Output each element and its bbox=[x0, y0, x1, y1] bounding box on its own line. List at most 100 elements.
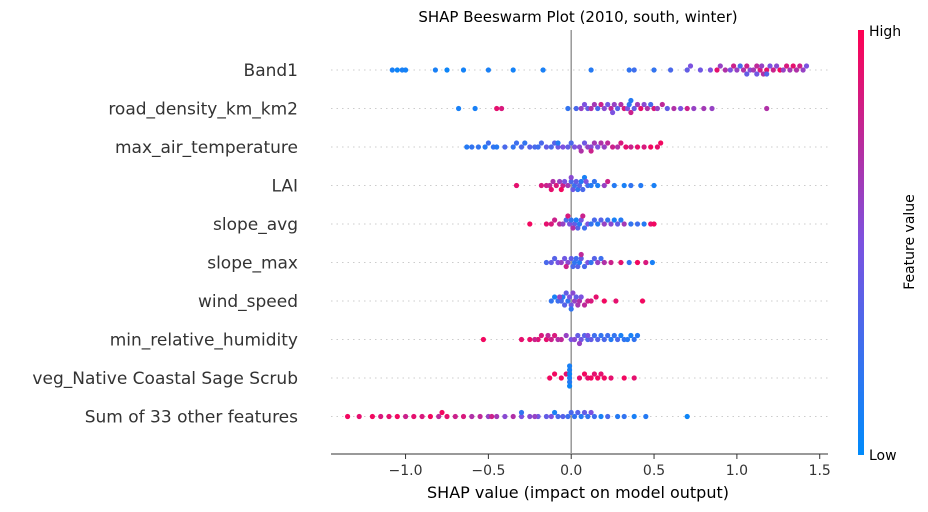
shap-point bbox=[634, 332, 641, 339]
shap-point bbox=[631, 67, 637, 73]
shap-point bbox=[578, 336, 584, 343]
shap-point bbox=[518, 413, 525, 420]
shap-point bbox=[601, 105, 607, 112]
shap-point bbox=[477, 413, 483, 420]
shap-point bbox=[734, 67, 740, 73]
shap-point bbox=[562, 302, 568, 308]
shap-point bbox=[591, 413, 598, 420]
shap-point bbox=[601, 259, 607, 266]
shap-point bbox=[598, 371, 604, 377]
shap-point bbox=[615, 144, 621, 150]
shap-point bbox=[648, 101, 654, 108]
shap-point bbox=[571, 182, 578, 189]
feature-label: slope_avg bbox=[213, 215, 298, 235]
shap-point bbox=[565, 144, 571, 150]
shap-point bbox=[691, 105, 697, 112]
shap-point bbox=[615, 413, 621, 420]
shap-point bbox=[545, 332, 551, 339]
shap-point bbox=[764, 71, 770, 77]
shap-point bbox=[560, 221, 566, 227]
shap-point bbox=[588, 336, 594, 343]
shap-point bbox=[598, 217, 604, 223]
shap-point bbox=[588, 144, 594, 150]
shap-point bbox=[638, 182, 644, 189]
shap-point bbox=[581, 174, 588, 181]
shap-point bbox=[543, 259, 550, 266]
shap-point bbox=[621, 182, 627, 189]
shap-point bbox=[345, 413, 351, 420]
shap-point bbox=[803, 63, 810, 69]
shap-point bbox=[605, 178, 611, 185]
shap-point bbox=[576, 298, 583, 304]
shap-point bbox=[595, 375, 601, 381]
shap-point bbox=[610, 144, 616, 150]
shap-point bbox=[573, 178, 579, 185]
shap-point bbox=[588, 259, 594, 266]
shap-point bbox=[740, 67, 747, 73]
shap-point bbox=[754, 71, 760, 77]
shap-point bbox=[631, 336, 637, 343]
shap-point bbox=[575, 263, 581, 270]
shap-point bbox=[621, 221, 627, 227]
shap-point bbox=[436, 413, 442, 420]
shap-point bbox=[588, 182, 594, 189]
shap-point bbox=[575, 186, 581, 193]
shap-point bbox=[717, 63, 723, 69]
shap-point bbox=[605, 140, 611, 146]
shap-point bbox=[613, 298, 619, 304]
shap-point bbox=[557, 178, 563, 185]
shap-point bbox=[641, 101, 647, 108]
shap-point bbox=[555, 144, 561, 150]
x-tick-label: 0.0 bbox=[560, 463, 582, 479]
shap-point bbox=[631, 105, 637, 112]
shap-point bbox=[605, 332, 611, 339]
shap-point bbox=[485, 140, 491, 146]
shap-point bbox=[548, 144, 554, 150]
shap-point bbox=[626, 67, 632, 73]
shap-point bbox=[543, 336, 550, 343]
shap-point bbox=[389, 67, 395, 73]
shap-point bbox=[550, 178, 556, 185]
shap-point bbox=[615, 105, 621, 112]
shap-point bbox=[558, 259, 564, 266]
shap-point bbox=[593, 294, 599, 300]
shap-point bbox=[394, 67, 400, 73]
shap-point bbox=[780, 67, 786, 73]
shap-point bbox=[527, 413, 533, 420]
shap-point bbox=[567, 379, 573, 385]
shap-point bbox=[601, 375, 607, 381]
x-tick-label: 1.5 bbox=[809, 463, 831, 479]
shap-point bbox=[578, 251, 584, 258]
shap-point bbox=[580, 186, 586, 193]
colorbar bbox=[858, 30, 864, 455]
shap-point bbox=[563, 290, 569, 296]
shap-point bbox=[472, 105, 478, 112]
shap-point bbox=[611, 217, 617, 223]
shap-point bbox=[644, 105, 651, 112]
shap-point bbox=[754, 63, 760, 69]
shap-point bbox=[687, 63, 694, 69]
data-points bbox=[345, 63, 810, 420]
shap-point bbox=[591, 101, 598, 108]
shap-point bbox=[552, 409, 558, 416]
shap-point bbox=[624, 105, 631, 112]
shap-point bbox=[567, 383, 573, 389]
shap-point bbox=[543, 221, 550, 227]
shap-point bbox=[638, 105, 644, 112]
shap-point bbox=[591, 140, 598, 146]
shap-point bbox=[527, 221, 533, 227]
shap-point bbox=[684, 67, 690, 73]
shap-point bbox=[684, 105, 690, 112]
shap-point bbox=[571, 221, 578, 227]
shap-point bbox=[628, 182, 634, 189]
shap-point bbox=[578, 255, 584, 262]
shap-point bbox=[744, 63, 750, 69]
shap-point bbox=[641, 221, 647, 227]
shap-point bbox=[562, 255, 568, 262]
shap-point bbox=[601, 336, 607, 343]
shap-point bbox=[560, 182, 566, 189]
shap-point bbox=[595, 221, 601, 227]
shap-point bbox=[598, 101, 604, 108]
shap-point bbox=[567, 221, 573, 227]
shap-point bbox=[576, 182, 583, 189]
